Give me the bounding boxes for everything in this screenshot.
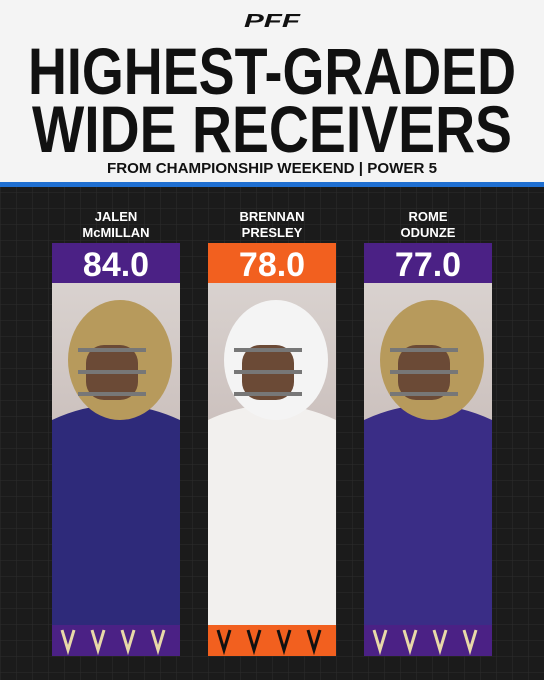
facemask	[390, 348, 458, 396]
player-name: PRESLEY	[242, 225, 303, 240]
grade: 84.0	[83, 246, 149, 284]
player-name: JALEN	[95, 209, 138, 224]
accent-bar	[0, 182, 544, 187]
grade: 78.0	[239, 246, 305, 284]
player-name: ODUNZE	[401, 225, 456, 240]
player-name: BRENNAN	[240, 209, 305, 224]
logo: PFF	[244, 11, 302, 31]
grade-box	[364, 243, 492, 283]
bottom-pattern	[216, 629, 322, 656]
player-body	[364, 405, 492, 625]
title-line: HIGHEST-GRADED	[28, 34, 516, 108]
bottom-pattern	[60, 629, 166, 656]
subtitle: FROM CHAMPIONSHIP WEEKEND | POWER 5	[107, 160, 437, 177]
grade-box	[52, 243, 180, 283]
bottom-pattern	[372, 629, 478, 656]
grade: 77.0	[395, 246, 461, 284]
player-name: McMILLAN	[82, 225, 149, 240]
grade-box	[208, 243, 336, 283]
facemask	[234, 348, 302, 396]
facemask	[78, 348, 146, 396]
header-bg	[0, 0, 544, 182]
title-line: WIDE RECEIVERS	[32, 92, 512, 166]
player-name: ROME	[409, 209, 448, 224]
player-body	[52, 405, 180, 625]
player-body	[208, 405, 336, 625]
